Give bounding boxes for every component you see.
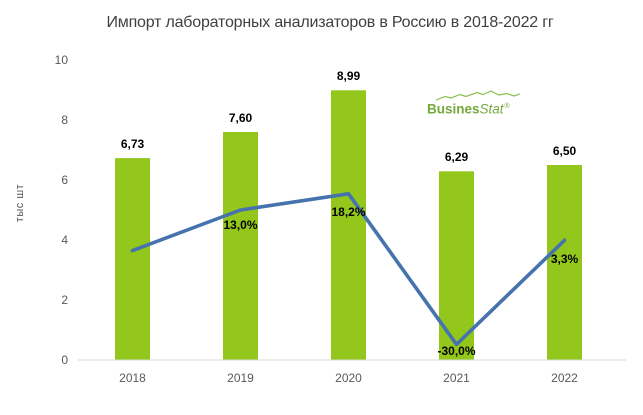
businesstat-logo: BusinesStat® (427, 90, 525, 116)
y-tick-label: 4 (61, 233, 68, 247)
growth-percent-label: 18,2% (331, 204, 366, 219)
logo-text-bold: Busines (427, 101, 480, 117)
bar-value-label: 6,50 (552, 144, 577, 158)
bar-2018 (115, 158, 150, 360)
logo-text: BusinesStat® (427, 100, 525, 116)
y-tick-label: 0 (61, 353, 68, 367)
bar-2022 (547, 165, 582, 360)
growth-percent-label: 13,0% (223, 218, 258, 232)
growth-percent-label: 3,3% (550, 252, 579, 267)
x-tick-label: 2022 (551, 371, 578, 385)
bar-value-label: 8,99 (336, 69, 361, 84)
bar-value-label: 6,73 (120, 137, 145, 152)
logo-registered-mark: ® (504, 103, 510, 110)
growth-percent-label: -30,0% (437, 344, 476, 359)
y-tick-label: 2 (61, 293, 68, 307)
x-tick-label: 2021 (443, 371, 470, 385)
chart-title: Импорт лабораторных анализаторов в Росси… (106, 14, 554, 31)
x-tick-label: 2020 (335, 371, 362, 385)
bar-2020 (331, 90, 366, 361)
logo-text-italic: Stat (479, 101, 504, 117)
bar-value-label: 7,60 (228, 111, 253, 125)
y-tick-label: 10 (54, 53, 68, 67)
logo-squiggle-icon (436, 90, 520, 101)
x-tick-label: 2019 (227, 371, 254, 385)
x-tick-label: 2018 (119, 371, 146, 385)
bar-value-label: 6,29 (444, 150, 469, 165)
bar-2019 (223, 132, 258, 360)
y-tick-label: 6 (61, 173, 68, 187)
growth-trend-line (130, 192, 567, 347)
y-tick-label: 8 (61, 113, 68, 127)
